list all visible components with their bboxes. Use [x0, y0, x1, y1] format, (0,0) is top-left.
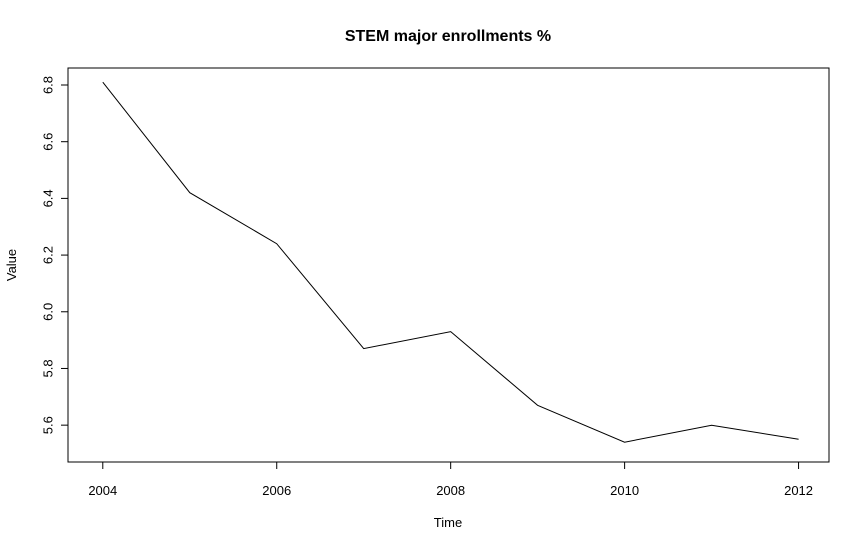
x-axis: 2004 2006 2008 2010 2012: [88, 461, 813, 498]
y-axis-label: Value: [4, 249, 19, 281]
y-axis: 5.6 5.8 6.0 6.2 6.4 6.6 6.8: [41, 76, 69, 434]
y-tick-label: 5.8: [41, 359, 56, 377]
y-tick-label: 5.6: [41, 416, 56, 434]
y-tick-label: 6.4: [41, 189, 56, 207]
x-axis-label: Time: [434, 515, 462, 530]
chart-title: STEM major enrollments %: [345, 28, 551, 45]
x-tick-label: 2008: [436, 483, 465, 498]
x-tick-label: 2010: [610, 483, 639, 498]
x-tick-label: 2006: [262, 483, 291, 498]
y-tick-label: 6.6: [41, 133, 56, 151]
y-tick-label: 6.0: [41, 303, 56, 321]
plot-frame: [67, 67, 830, 463]
x-tick-label: 2012: [784, 483, 813, 498]
series-line: [102, 81, 799, 443]
y-tick-label: 6.8: [41, 76, 56, 94]
x-tick-label: 2004: [88, 483, 117, 498]
y-tick-label: 6.2: [41, 246, 56, 264]
